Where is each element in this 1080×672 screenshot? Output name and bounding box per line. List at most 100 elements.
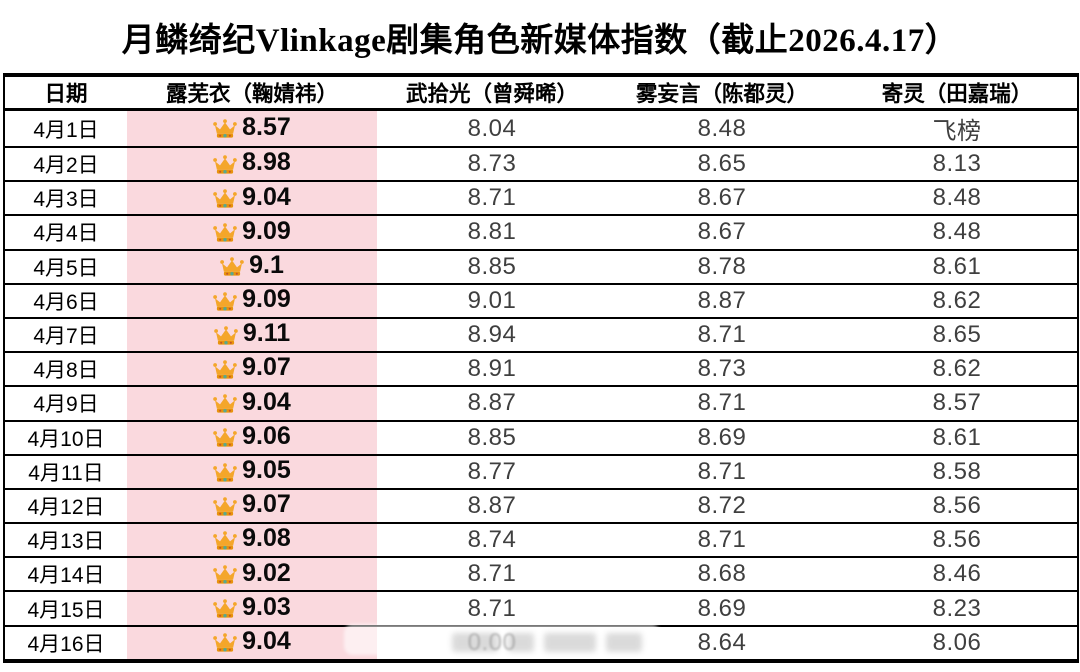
lead-value-wrap: 9.07	[213, 490, 291, 519]
crown-icon	[213, 428, 237, 448]
lead-value: 9.05	[242, 456, 291, 485]
index-table: 日期 露芜衣（鞠婧祎） 武拾光（曾舜晞） 雾妄言（陈都灵） 寄灵（田嘉瑞） 4月…	[3, 73, 1079, 663]
table-row: 4月10日 9.06 8.85 8.69 8.61	[4, 420, 1078, 456]
value-cell: 8.04	[377, 109, 607, 148]
lead-value-cell: 9.03	[127, 591, 377, 627]
lead-value-cell: 9.04	[127, 625, 377, 661]
date-cell: 4月13日	[4, 523, 127, 559]
lead-value-cell: 9.04	[127, 386, 377, 422]
page-title: 月鳞绮纪Vlinkage剧集角色新媒体指数（截止2026.4.17）	[121, 22, 959, 59]
lead-value: 9.08	[242, 524, 291, 553]
lead-value-cell: 9.05	[127, 454, 377, 490]
lead-value-wrap: 9.04	[213, 388, 291, 417]
lead-value: 9.06	[242, 421, 291, 450]
table-row: 4月12日 9.07 8.87 8.72 8.56	[4, 488, 1078, 525]
lead-value-wrap: 9.09	[213, 285, 291, 314]
value-cell: 8.71	[607, 454, 837, 490]
value-cell: 8.71	[377, 557, 607, 593]
lead-value: 9.04	[242, 387, 291, 416]
value-cell: 8.69	[607, 420, 837, 456]
lead-value-wrap: 9.1	[220, 251, 284, 280]
lead-value-wrap: 9.04	[213, 627, 291, 656]
column-header-wuwangyan: 雾妄言（陈都灵）	[607, 75, 837, 111]
value-cell: 8.23	[837, 591, 1078, 627]
column-header-date: 日期	[4, 75, 127, 111]
lead-value: 9.09	[242, 216, 291, 245]
value-cell: 8.62	[837, 283, 1078, 319]
crown-icon	[213, 633, 237, 653]
lead-value: 8.98	[242, 148, 291, 177]
value-cell: 8.91	[377, 352, 607, 388]
lead-value-wrap: 9.05	[213, 456, 291, 485]
date-cell: 4月11日	[4, 454, 127, 490]
lead-value: 8.57	[242, 112, 291, 141]
value-cell: 8.57	[837, 386, 1078, 422]
date-cell: 4月9日	[4, 386, 127, 422]
crown-icon	[213, 394, 237, 414]
date-cell: 4月12日	[4, 488, 127, 525]
lead-value-cell: 9.02	[127, 557, 377, 593]
value-cell: 8.81	[377, 215, 607, 251]
value-cell: 8.67	[607, 215, 837, 251]
value-cell: 飞榜	[837, 109, 1078, 148]
lead-value: 9.07	[242, 353, 291, 382]
date-cell: 4月3日	[4, 181, 127, 217]
lead-value: 9.04	[242, 626, 291, 655]
table-row: 4月16日 9.04 0.00 8.64 8.06	[4, 625, 1078, 661]
date-cell: 4月14日	[4, 557, 127, 593]
lead-value: 9.02	[242, 558, 291, 587]
date-cell: 4月8日	[4, 352, 127, 388]
value-cell: 8.48	[837, 215, 1078, 251]
table-row: 4月3日 9.04 8.71 8.67 8.48	[4, 181, 1078, 217]
table-body: 4月1日 8.57 8.04 8.48 飞榜 4月2日 8.98 8.73 8.65 8.13 4月…	[4, 109, 1078, 661]
lead-value-cell: 9.09	[127, 283, 377, 319]
lead-value-cell: 9.1	[127, 249, 377, 285]
date-cell: 4月1日	[4, 109, 127, 148]
crown-icon	[220, 257, 244, 277]
table-row: 4月15日 9.03 8.71 8.69 8.23	[4, 591, 1078, 627]
value-cell: 8.06	[932, 628, 982, 656]
value-cell: 8.85	[377, 420, 607, 456]
table-row: 4月8日 9.07 8.91 8.73 8.62	[4, 352, 1078, 388]
value-cell: 8.77	[377, 454, 607, 490]
lead-value-cell: 9.04	[127, 181, 377, 217]
lead-value-cell: 8.98	[127, 147, 377, 183]
lead-value-cell: 9.09	[127, 215, 377, 251]
column-header-luwuyi: 露芜衣（鞠婧祎）	[127, 75, 377, 111]
table-row: 4月14日 9.02 8.71 8.68 8.46	[4, 557, 1078, 593]
date-cell: 4月5日	[4, 249, 127, 285]
date-cell: 4月7日	[4, 317, 127, 354]
crown-icon	[213, 155, 237, 175]
date-cell: 4月16日	[27, 632, 105, 656]
crown-icon	[213, 119, 237, 139]
date-cell: 4月10日	[4, 420, 127, 456]
lead-value-wrap: 9.07	[213, 353, 291, 382]
value-cell: 8.64	[697, 628, 747, 656]
value-cell: 8.74	[377, 523, 607, 559]
table-row: 4月9日 9.04 8.87 8.71 8.57	[4, 386, 1078, 422]
lead-value: 9.03	[242, 592, 291, 621]
lead-value-cell: 9.08	[127, 523, 377, 559]
table-row: 4月5日 9.1 8.85 8.78 8.61	[4, 249, 1078, 285]
date-cell: 4月4日	[4, 215, 127, 251]
lead-value-cell: 9.06	[127, 420, 377, 456]
lead-value-wrap: 8.98	[213, 148, 291, 177]
value-cell: 8.65	[607, 147, 837, 183]
value-cell: 8.73	[607, 352, 837, 388]
column-header-wushiguang: 武拾光（曾舜晞）	[377, 75, 607, 111]
value-cell: 8.68	[607, 557, 837, 593]
value-cell: 8.56	[837, 488, 1078, 525]
value-cell: 8.73	[377, 147, 607, 183]
table-row: 4月11日 9.05 8.77 8.71 8.58	[4, 454, 1078, 490]
date-cell: 4月6日	[4, 283, 127, 319]
table-row: 4月2日 8.98 8.73 8.65 8.13	[4, 147, 1078, 183]
crown-icon	[214, 325, 238, 346]
value-cell: 8.46	[837, 557, 1078, 593]
table-row: 4月1日 8.57 8.04 8.48 飞榜	[4, 109, 1078, 148]
value-cell: 8.65	[837, 317, 1078, 354]
lead-value: 9.1	[249, 250, 284, 279]
lead-value-wrap: 9.02	[213, 559, 291, 588]
value-cell: 8.78	[607, 249, 837, 285]
lead-value-cell: 9.07	[127, 488, 377, 525]
lead-value: 9.11	[242, 319, 291, 348]
